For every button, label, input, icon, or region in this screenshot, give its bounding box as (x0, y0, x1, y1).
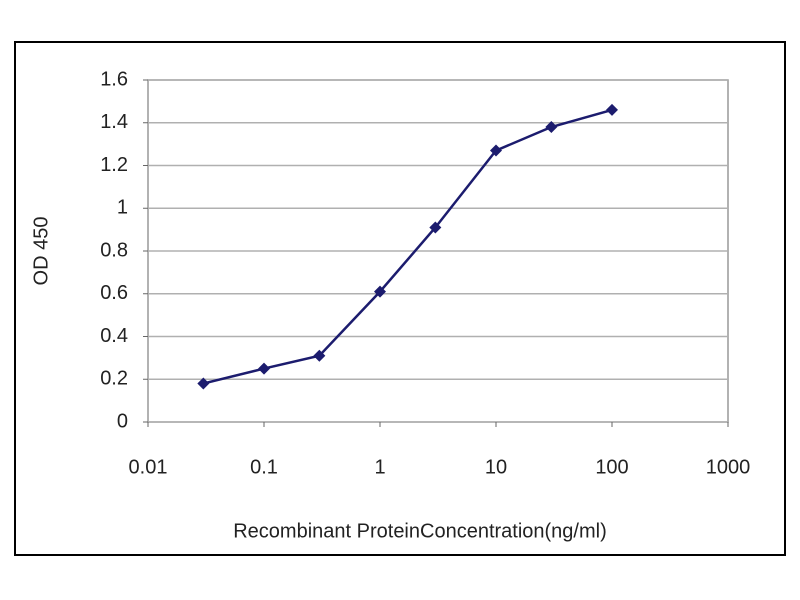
x-tick-label: 0.01 (129, 456, 168, 478)
y-tick-label: 0.2 (100, 368, 128, 390)
y-tick-label: 0.8 (100, 239, 128, 261)
data-point (374, 285, 386, 298)
x-tick-label: 1 (374, 456, 385, 478)
series-line (203, 108, 613, 385)
y-tick-label: 0.4 (100, 325, 128, 347)
data-point (258, 362, 270, 375)
y-tick-label: 1 (117, 197, 128, 219)
y-tick-label: 0 (117, 410, 128, 432)
data-point (606, 103, 618, 116)
x-tick-label: 100 (595, 456, 628, 478)
x-tick-label: 10 (485, 456, 507, 478)
y-tick-label: 1.2 (100, 154, 128, 176)
y-tick-label: 0.6 (100, 282, 128, 304)
data-point (197, 377, 210, 390)
data-point (313, 349, 326, 362)
y-tick-label: 1.4 (100, 111, 128, 133)
data-point (545, 121, 558, 134)
y-axis-label: OD 450 (30, 217, 52, 286)
data-point (490, 144, 502, 157)
x-axis-label: Recombinant ProteinConcentration(ng/ml) (233, 520, 607, 542)
y-tick-label: 1.6 (100, 68, 128, 90)
data-point (429, 221, 442, 234)
x-tick-label: 1000 (706, 456, 751, 478)
x-tick-label: 0.1 (250, 456, 278, 478)
